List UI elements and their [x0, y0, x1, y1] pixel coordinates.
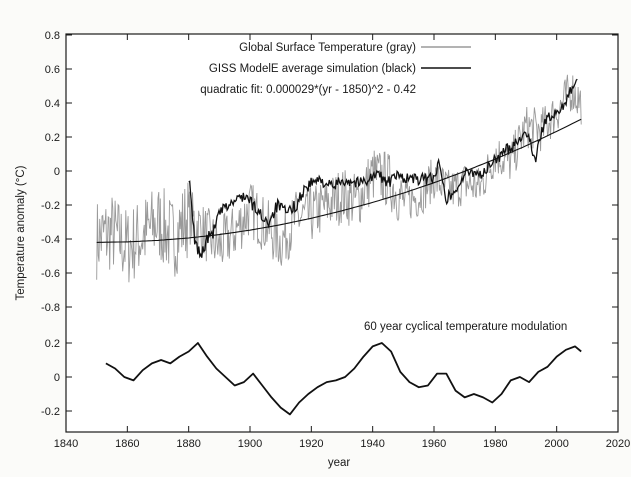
x-tick-label: 1900 — [238, 438, 262, 450]
x-axis-title: year — [328, 457, 351, 469]
y-tick-label: -0.2 — [41, 200, 60, 212]
series-global-surface-temperature-line — [96, 74, 582, 283]
series-layer — [96, 74, 582, 416]
x-tick-label: 1920 — [299, 438, 323, 450]
x-tick-label: 1980 — [483, 438, 507, 450]
y-tick-label: -0.6 — [41, 268, 60, 280]
legend-label-black: GISS ModelE average simulation (black) — [209, 63, 416, 75]
axis-ticks: 1840 1860 1880 1900 1920 1940 1960 1980 2000 2020… — [41, 30, 630, 450]
y-tick-label: 0.2 — [45, 132, 60, 144]
modulation-annotation: 60 year cyclical temperature modulation — [364, 321, 567, 333]
x-tick-label: 2020 — [606, 438, 630, 450]
y-tick-label: -0.4 — [41, 234, 60, 246]
series-giss-modele-simulation-line — [188, 78, 578, 259]
legend: Global Surface Temperature (gray) GISS M… — [200, 42, 471, 96]
x-tick-label: 1880 — [176, 438, 200, 450]
y-tick-label: 0.2 — [45, 338, 60, 350]
y-tick-label: 0.4 — [45, 98, 60, 110]
x-tick-label: 1940 — [360, 438, 384, 450]
legend-label-fit: quadratic fit: 0.000029*(yr - 1850)^2 - … — [200, 84, 416, 96]
y-tick-label: 0 — [54, 166, 60, 178]
y-tick-label: -0.2 — [41, 406, 60, 418]
series-quadratic-fit-line — [96, 118, 582, 243]
y-tick-label: 0.6 — [45, 64, 60, 76]
y-tick-label: 0 — [54, 372, 60, 384]
y-tick-label: -0.8 — [41, 302, 60, 314]
y-tick-label: 0.8 — [45, 30, 60, 42]
x-tick-label: 1860 — [115, 438, 139, 450]
y-axis-title: Temperature anomaly (°C) — [15, 165, 27, 300]
x-tick-label: 1960 — [422, 438, 446, 450]
x-tick-label: 1840 — [54, 438, 78, 450]
series-60-year-modulation-line — [105, 342, 582, 416]
legend-label-gray: Global Surface Temperature (gray) — [239, 42, 416, 54]
plot-area-frame — [65, 33, 619, 433]
x-tick-label: 2000 — [544, 438, 568, 450]
